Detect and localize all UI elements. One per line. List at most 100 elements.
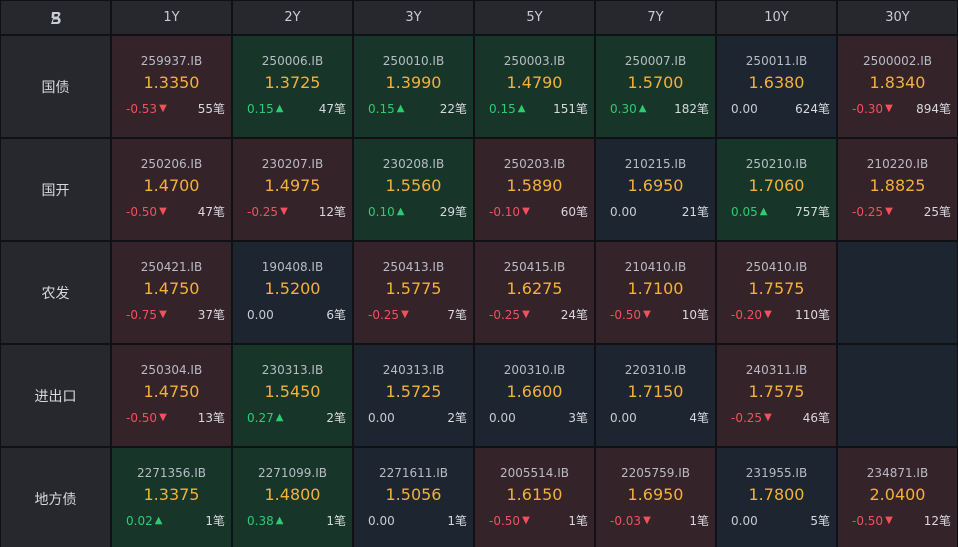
- bond-code: 2005514.IB: [499, 466, 570, 480]
- yield-value: 1.5775: [385, 279, 442, 298]
- yield-value: 1.6950: [627, 485, 684, 504]
- trade-count: 13笔: [197, 411, 225, 425]
- quote-cell[interactable]: 210220.IB 1.8825 -0.25 ▼ 25笔: [838, 139, 957, 240]
- trade-count: 1笔: [447, 514, 467, 528]
- trade-count: 22笔: [439, 102, 467, 116]
- trade-count: 25笔: [923, 205, 951, 219]
- quote-cell[interactable]: 190408.IB 1.5200 0.00 6笔: [233, 242, 352, 343]
- quote-cell[interactable]: 2500002.IB 1.8340 -0.30 ▼ 894笔: [838, 36, 957, 137]
- tenor-header[interactable]: 30Y: [838, 1, 957, 34]
- row-header[interactable]: 地方债: [1, 448, 110, 547]
- quote-cell[interactable]: 230208.IB 1.5560 0.10 ▲ 29笔: [354, 139, 473, 240]
- trade-count: 55笔: [197, 102, 225, 116]
- trade-count: 12笔: [318, 205, 346, 219]
- row-header[interactable]: 农发: [1, 242, 110, 343]
- quote-cell[interactable]: 230313.IB 1.5450 0.27 ▲ 2笔: [233, 345, 352, 446]
- tenor-header[interactable]: 10Y: [717, 1, 836, 34]
- change-value: -0.20: [731, 308, 763, 322]
- quote-cell[interactable]: 250410.IB 1.7575 -0.20 ▼ 110笔: [717, 242, 836, 343]
- quote-meta: 0.15 ▲ 22笔: [368, 102, 467, 116]
- trade-count: 1笔: [689, 514, 709, 528]
- yield-change: -0.53 ▼: [126, 102, 167, 116]
- bond-code: 200310.IB: [503, 363, 566, 377]
- bond-code: 250006.IB: [261, 54, 324, 68]
- quote-meta: -0.25 ▼ 12笔: [247, 205, 346, 219]
- quote-meta: 0.27 ▲ 2笔: [247, 411, 346, 425]
- row-header[interactable]: 国债: [1, 36, 110, 137]
- bond-code: 250206.IB: [140, 157, 203, 171]
- quote-cell[interactable]: 250011.IB 1.6380 0.00 624笔: [717, 36, 836, 137]
- change-value: -0.10: [489, 205, 521, 219]
- quote-cell[interactable]: 220310.IB 1.7150 0.00 4笔: [596, 345, 715, 446]
- quote-cell[interactable]: 230207.IB 1.4975 -0.25 ▼ 12笔: [233, 139, 352, 240]
- quote-cell[interactable]: 250415.IB 1.6275 -0.25 ▼ 24笔: [475, 242, 594, 343]
- quote-cell[interactable]: 250421.IB 1.4750 -0.75 ▼ 37笔: [112, 242, 231, 343]
- bond-code: 250003.IB: [503, 54, 566, 68]
- quote-cell[interactable]: 250007.IB 1.5700 0.30 ▲ 182笔: [596, 36, 715, 137]
- bond-code: 190408.IB: [261, 260, 324, 274]
- yield-change: -0.75 ▼: [126, 308, 167, 322]
- yield-change: 0.00: [610, 205, 637, 219]
- quote-cell[interactable]: 240313.IB 1.5725 0.00 2笔: [354, 345, 473, 446]
- quote-cell[interactable]: 2205759.IB 1.6950 -0.03 ▼ 1笔: [596, 448, 715, 547]
- trade-count: 12笔: [923, 514, 951, 528]
- row-header[interactable]: 国开: [1, 139, 110, 240]
- quote-cell[interactable]: 2271099.IB 1.4800 0.38 ▲ 1笔: [233, 448, 352, 547]
- tenor-header[interactable]: 2Y: [233, 1, 352, 34]
- arrow-down-icon: ▼: [643, 515, 651, 526]
- quote-cell[interactable]: 2271356.IB 1.3375 0.02 ▲ 1笔: [112, 448, 231, 547]
- quote-cell[interactable]: 231955.IB 1.7800 0.00 5笔: [717, 448, 836, 547]
- bond-code: 250421.IB: [140, 260, 203, 274]
- quote-cell[interactable]: 200310.IB 1.6600 0.00 3笔: [475, 345, 594, 446]
- bond-code: 210215.IB: [624, 157, 687, 171]
- quote-cell[interactable]: 250206.IB 1.4700 -0.50 ▼ 47笔: [112, 139, 231, 240]
- quote-meta: -0.03 ▼ 1笔: [610, 514, 709, 528]
- quote-cell[interactable]: 210410.IB 1.7100 -0.50 ▼ 10笔: [596, 242, 715, 343]
- yield-value: 1.5200: [264, 279, 321, 298]
- quote-cell[interactable]: 2005514.IB 1.6150 -0.50 ▼ 1笔: [475, 448, 594, 547]
- yield-change: -0.50 ▼: [126, 205, 167, 219]
- quote-cell[interactable]: 2271611.IB 1.5056 0.00 1笔: [354, 448, 473, 547]
- row-header[interactable]: 进出口: [1, 345, 110, 446]
- arrow-up-icon: ▲: [275, 515, 284, 526]
- tenor-header[interactable]: 3Y: [354, 1, 473, 34]
- quote-cell[interactable]: 250006.IB 1.3725 0.15 ▲ 47笔: [233, 36, 352, 137]
- tenor-header[interactable]: 7Y: [596, 1, 715, 34]
- bond-code: 240311.IB: [745, 363, 808, 377]
- quote-meta: 0.00 6笔: [247, 308, 346, 322]
- yield-change: -0.25 ▼: [731, 411, 772, 425]
- arrow-down-icon: ▼: [159, 309, 167, 320]
- yield-value: 1.7100: [627, 279, 684, 298]
- quote-cell[interactable]: 240311.IB 1.7575 -0.25 ▼ 46笔: [717, 345, 836, 446]
- arrow-down-icon: ▼: [401, 309, 409, 320]
- yield-value: 1.4975: [264, 176, 321, 195]
- tenor-header[interactable]: 5Y: [475, 1, 594, 34]
- change-value: -0.50: [610, 308, 642, 322]
- quote-meta: 0.00 4笔: [610, 411, 709, 425]
- quote-cell[interactable]: 250413.IB 1.5775 -0.25 ▼ 7笔: [354, 242, 473, 343]
- yield-change: 0.00: [489, 411, 516, 425]
- quote-cell[interactable]: 259937.IB 1.3350 -0.53 ▼ 55笔: [112, 36, 231, 137]
- quote-meta: 0.00 2笔: [368, 411, 467, 425]
- quote-meta: 0.05 ▲ 757笔: [731, 205, 830, 219]
- yield-value: 1.5450: [264, 382, 321, 401]
- quote-cell[interactable]: 210215.IB 1.6950 0.00 21笔: [596, 139, 715, 240]
- quote-meta: -0.53 ▼ 55笔: [126, 102, 225, 116]
- quote-cell[interactable]: 250304.IB 1.4750 -0.50 ▼ 13笔: [112, 345, 231, 446]
- quote-cell[interactable]: 250003.IB 1.4790 0.15 ▲ 151笔: [475, 36, 594, 137]
- yield-change: -0.50 ▼: [126, 411, 167, 425]
- quote-cell[interactable]: 250010.IB 1.3990 0.15 ▲ 22笔: [354, 36, 473, 137]
- quote-cell[interactable]: 234871.IB 2.0400 -0.50 ▼ 12笔: [838, 448, 957, 547]
- quote-meta: 0.10 ▲ 29笔: [368, 205, 467, 219]
- quote-cell[interactable]: 250203.IB 1.5890 -0.10 ▼ 60笔: [475, 139, 594, 240]
- yield-value: 1.5890: [506, 176, 563, 195]
- arrow-down-icon: ▼: [885, 206, 893, 217]
- yield-change: 0.30 ▲: [610, 102, 646, 116]
- trade-count: 29笔: [439, 205, 467, 219]
- yield-value: 2.0400: [869, 485, 926, 504]
- quote-cell[interactable]: 250210.IB 1.7060 0.05 ▲ 757笔: [717, 139, 836, 240]
- trade-count: 4笔: [689, 411, 709, 425]
- quote-meta: -0.25 ▼ 24笔: [489, 308, 588, 322]
- trade-count: 24笔: [560, 308, 588, 322]
- tenor-header[interactable]: 1Y: [112, 1, 231, 34]
